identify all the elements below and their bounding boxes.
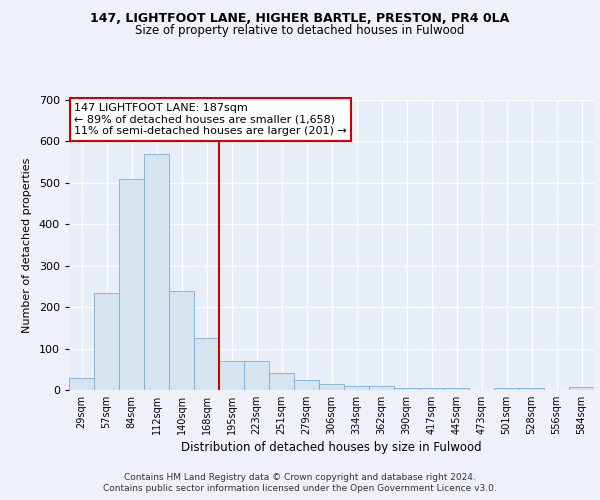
Text: Contains HM Land Registry data © Crown copyright and database right 2024.: Contains HM Land Registry data © Crown c… (124, 472, 476, 482)
Bar (69, 378, 94, 390)
Bar (569, 386, 594, 390)
Bar (169, 290, 194, 390)
Bar (194, 338, 219, 390)
Bar (369, 386, 394, 390)
Bar (269, 374, 294, 390)
Bar (519, 388, 544, 390)
Text: Contains public sector information licensed under the Open Government Licence v3: Contains public sector information licen… (103, 484, 497, 493)
Bar (394, 388, 419, 390)
Bar (244, 361, 269, 390)
Bar (94, 292, 119, 390)
Text: Size of property relative to detached houses in Fulwood: Size of property relative to detached ho… (136, 24, 464, 37)
Bar (319, 384, 344, 390)
Text: 147 LIGHTFOOT LANE: 187sqm
← 89% of detached houses are smaller (1,658)
11% of s: 147 LIGHTFOOT LANE: 187sqm ← 89% of deta… (74, 103, 347, 136)
Y-axis label: Number of detached properties: Number of detached properties (22, 158, 32, 332)
Bar (294, 380, 319, 390)
Bar (219, 361, 244, 390)
Bar (494, 388, 519, 390)
Bar (444, 388, 469, 390)
Bar (419, 388, 444, 390)
X-axis label: Distribution of detached houses by size in Fulwood: Distribution of detached houses by size … (181, 441, 482, 454)
Text: 147, LIGHTFOOT LANE, HIGHER BARTLE, PRESTON, PR4 0LA: 147, LIGHTFOOT LANE, HIGHER BARTLE, PRES… (91, 12, 509, 26)
Bar (344, 386, 369, 390)
Bar (119, 178, 144, 390)
Bar (144, 154, 169, 390)
